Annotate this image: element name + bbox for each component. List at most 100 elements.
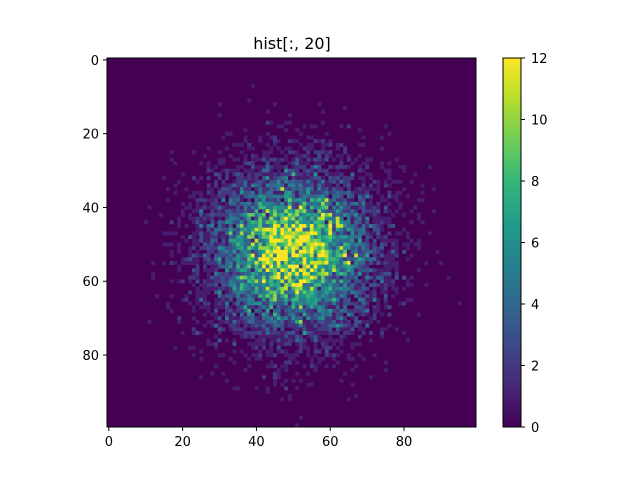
heatmap-cell: [284, 301, 289, 306]
heatmap-cell: [328, 338, 333, 343]
heatmap-cell: [284, 172, 289, 177]
heatmap-cell: [239, 319, 244, 324]
heatmap-cell: [247, 356, 252, 361]
heatmap-cell: [247, 205, 252, 210]
heatmap-cell: [191, 268, 196, 273]
heatmap-cell: [254, 323, 259, 328]
heatmap-cell: [206, 338, 211, 343]
heatmap-cell: [361, 301, 366, 306]
heatmap-cell: [276, 371, 281, 376]
heatmap-cell: [295, 150, 300, 155]
heatmap-cell: [280, 150, 285, 155]
heatmap-cell: [339, 253, 344, 258]
heatmap-cell: [228, 209, 233, 214]
heatmap-cell: [265, 238, 270, 243]
heatmap-cell: [247, 187, 252, 192]
heatmap-cell: [343, 146, 348, 151]
heatmap-cell: [335, 275, 340, 280]
heatmap-cell: [166, 301, 170, 306]
heatmap-cell: [335, 198, 340, 203]
heatmap-cell: [232, 209, 237, 214]
heatmap-cell: [387, 231, 392, 236]
heatmap-cell: [265, 183, 270, 188]
heatmap-cell: [191, 190, 196, 195]
heatmap-cell: [247, 364, 252, 369]
heatmap-cell: [225, 227, 230, 232]
heatmap-cell: [221, 279, 226, 284]
heatmap-cell: [346, 323, 351, 328]
heatmap-cell: [276, 209, 281, 214]
heatmap-cell: [276, 124, 281, 129]
heatmap-cell: [177, 249, 182, 254]
heatmap-cell: [225, 283, 230, 288]
heatmap-cell: [335, 301, 340, 306]
heatmap-cell: [199, 235, 204, 240]
heatmap-cell: [214, 345, 218, 350]
heatmap-cell: [372, 353, 377, 358]
heatmap-cell: [354, 308, 359, 313]
heatmap-cell: [247, 183, 252, 188]
heatmap-cell: [188, 253, 193, 258]
heatmap-cell: [199, 224, 204, 228]
heatmap-cell: [236, 235, 241, 240]
heatmap-cell: [321, 294, 325, 299]
heatmap-cell: [317, 323, 322, 328]
heatmap-cell: [236, 224, 241, 228]
heatmap-cell: [394, 249, 399, 254]
heatmap-cell: [273, 190, 277, 195]
heatmap-cell: [295, 220, 300, 225]
heatmap-cell: [202, 260, 207, 265]
heatmap-cell: [332, 253, 337, 258]
heatmap-cell: [328, 224, 333, 228]
heatmap-cell: [324, 316, 329, 321]
heatmap-cell: [247, 146, 252, 151]
heatmap-cell: [339, 294, 344, 299]
heatmap-cell: [261, 157, 266, 162]
heatmap-cell: [232, 194, 237, 199]
heatmap-cell: [232, 275, 237, 280]
heatmap-cell: [258, 249, 263, 254]
heatmap-cell: [191, 235, 196, 240]
heatmap-cell: [254, 190, 259, 195]
heatmap-cell: [180, 279, 185, 284]
x-tick-label: 20: [174, 435, 191, 450]
heatmap-cell: [309, 209, 314, 214]
heatmap-cell: [250, 179, 255, 184]
heatmap-cell: [258, 194, 263, 199]
heatmap-cell: [324, 198, 329, 203]
heatmap-cell: [343, 305, 348, 310]
heatmap-cell: [239, 301, 244, 306]
heatmap-cell: [357, 153, 362, 158]
heatmap-cell: [298, 349, 303, 354]
heatmap-cell: [280, 205, 285, 210]
heatmap-cell: [247, 342, 252, 347]
heatmap-cell: [151, 260, 156, 265]
heatmap-cell: [217, 257, 222, 262]
heatmap-cell: [343, 201, 348, 206]
heatmap-cell: [309, 179, 314, 184]
heatmap-cell: [306, 194, 311, 199]
heatmap-cell: [387, 224, 392, 228]
heatmap-cell: [372, 316, 377, 321]
heatmap-cell: [195, 209, 200, 214]
heatmap-cell: [365, 187, 370, 192]
heatmap-cell: [250, 168, 255, 173]
heatmap-cell: [273, 260, 277, 265]
heatmap-cell: [217, 113, 222, 118]
heatmap-cell: [261, 257, 266, 262]
heatmap-cell: [258, 268, 263, 273]
heatmap-cell: [295, 235, 300, 240]
heatmap-cell: [298, 264, 303, 269]
heatmap-cell: [191, 275, 196, 280]
heatmap-cell: [261, 272, 266, 276]
heatmap-cell: [332, 294, 337, 299]
heatmap-cell: [265, 142, 270, 147]
heatmap-cell: [247, 209, 252, 214]
heatmap-cell: [332, 286, 337, 291]
heatmap-cell: [243, 264, 248, 269]
heatmap-cell: [313, 367, 318, 372]
heatmap-cell: [261, 286, 266, 291]
heatmap-cell: [232, 338, 237, 343]
